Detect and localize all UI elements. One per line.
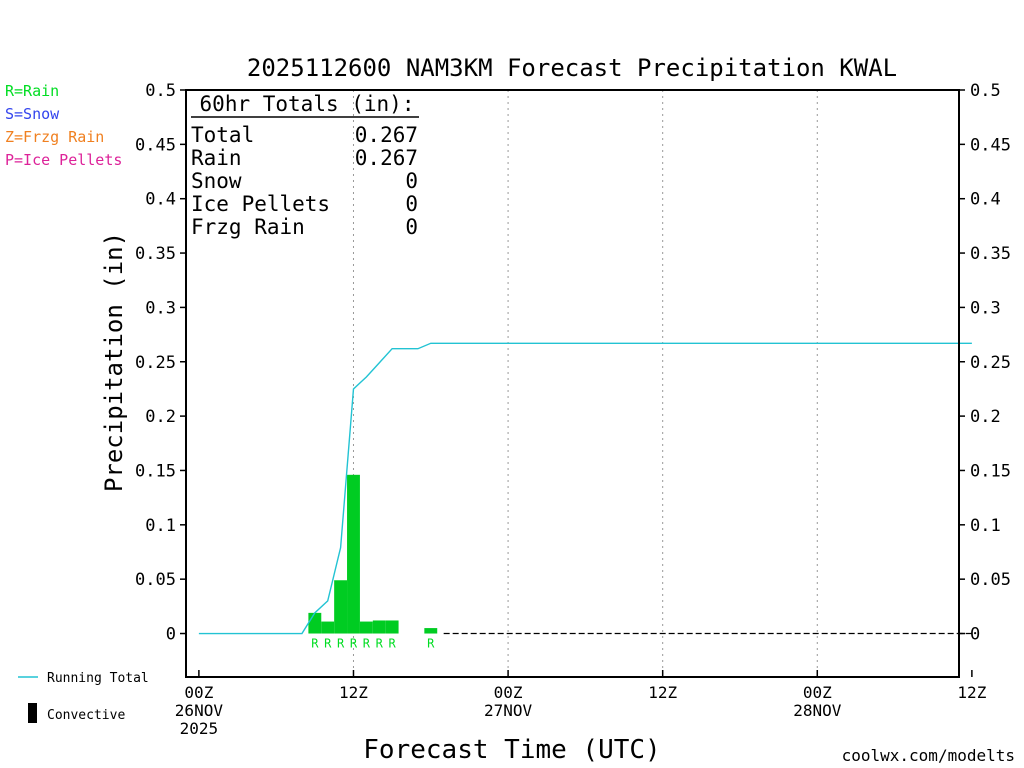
precip-type-legend: R=Rain S=Snow Z=Frzg Rain P=Ice Pellets [5, 82, 122, 169]
bar-0 [308, 612, 322, 634]
bar-label-5: R [376, 637, 384, 651]
y-axis-left: 0 0.05 0.1 0.15 0.2 0.25 0.3 0.35 0.4 0.45 0.5 [135, 81, 186, 645]
ytick-right-label-7: 0.35 [970, 244, 1011, 264]
grid-lines [352, 90, 818, 677]
totals-value-1: 0.267 [355, 146, 418, 170]
ytick-left-label-0: 0 [166, 625, 176, 645]
xtick-label-5-0: 12Z [957, 683, 986, 702]
bar-label-2: R [337, 637, 345, 651]
ytick-right-label-5: 0.25 [970, 353, 1011, 373]
ytick-right-label-3: 0.15 [970, 461, 1011, 481]
credit-text: coolwx.com/modelts [842, 746, 1015, 765]
legend-item-1: S=Snow [5, 105, 60, 123]
totals-box: 60hr Totals (in): Total 0.267 Rain 0.267 Snow… [191, 92, 419, 239]
totals-value-4: 0 [405, 215, 418, 239]
bar-label-1: R [324, 637, 332, 651]
bar-4 [359, 621, 373, 634]
xtick-label-0-1: 26NOV [175, 701, 224, 720]
totals-label-4: Frzg Rain [191, 215, 305, 239]
bar-6 [385, 620, 399, 634]
totals-label-0: Total [191, 123, 254, 147]
totals-label-2: Snow [191, 169, 242, 193]
bar-3 [347, 474, 360, 634]
legend-item-0: R=Rain [5, 82, 59, 100]
bar-label-0: R [311, 637, 319, 651]
ytick-left-label-1: 0.05 [135, 570, 176, 590]
xtick-label-3-0: 12Z [648, 683, 677, 702]
convective-swatch [28, 703, 37, 723]
ytick-right-label-6: 0.3 [970, 298, 1001, 318]
bars [308, 474, 438, 634]
x-axis-label: Forecast Time (UTC) [363, 735, 660, 765]
ytick-left-label-2: 0.1 [145, 516, 176, 536]
ytick-left-label-6: 0.3 [145, 298, 176, 318]
totals-header: 60hr Totals (in): [200, 92, 415, 116]
ytick-right-label-9: 0.45 [970, 135, 1011, 155]
legend-item-2: Z=Frzg Rain [5, 128, 104, 146]
ytick-left-label-4: 0.2 [145, 407, 176, 427]
y-axis-label: Precipitation (in) [100, 232, 128, 492]
ytick-left-label-8: 0.4 [145, 190, 176, 210]
ytick-right-label-4: 0.2 [970, 407, 1001, 427]
y-axis-right: 0 0.05 0.1 0.15 0.2 0.25 0.3 0.35 0.4 0.45 0.5 [959, 81, 1011, 645]
ytick-right-label-2: 0.1 [970, 516, 1001, 536]
bar-1 [321, 621, 335, 634]
convective-key-label: Convective [47, 708, 125, 723]
ytick-left-label-5: 0.25 [135, 353, 176, 373]
legend-item-3: P=Ice Pellets [5, 151, 122, 169]
bar-label-7: R [427, 637, 435, 651]
running-total-key: Running Total [18, 671, 149, 686]
bar-label-6: R [389, 637, 397, 651]
xtick-label-0-0: 00Z [184, 683, 213, 702]
plot-frame [185, 89, 960, 678]
totals-label-1: Rain [191, 146, 242, 170]
ytick-left-label-10: 0.5 [145, 81, 176, 101]
totals-value-2: 0 [405, 169, 418, 193]
ytick-right-label-10: 0.5 [970, 81, 1001, 101]
totals-value-0: 0.267 [355, 123, 418, 147]
running-total-polyline [198, 342, 972, 635]
xtick-label-4-1: 28NOV [793, 701, 842, 720]
ytick-left-label-9: 0.45 [135, 135, 176, 155]
totals-value-3: 0 [405, 192, 418, 216]
bar-2 [334, 580, 348, 634]
ytick-left-label-3: 0.15 [135, 461, 176, 481]
xtick-label-0-2: 2025 [180, 719, 219, 738]
bar-label-3: R [350, 637, 358, 651]
xtick-label-4-0: 00Z [803, 683, 832, 702]
chart-title: 2025112600 NAM3KM Forecast Precipitation… [247, 54, 897, 82]
ytick-right-label-8: 0.4 [970, 190, 1001, 210]
xtick-label-1-0: 12Z [339, 683, 368, 702]
totals-label-3: Ice Pellets [191, 192, 330, 216]
convective-key: Convective [28, 703, 125, 723]
xtick-label-2-1: 27NOV [484, 701, 533, 720]
bar-7 [424, 628, 438, 634]
ytick-right-label-0: 0 [970, 625, 980, 645]
ytick-left-label-7: 0.35 [135, 244, 176, 264]
running-total-key-label: Running Total [47, 671, 149, 686]
ytick-right-label-1: 0.05 [970, 570, 1011, 590]
bar-5 [372, 620, 386, 634]
bar-label-4: R [363, 637, 371, 651]
running-total-line [198, 342, 972, 635]
xtick-label-2-0: 00Z [494, 683, 523, 702]
